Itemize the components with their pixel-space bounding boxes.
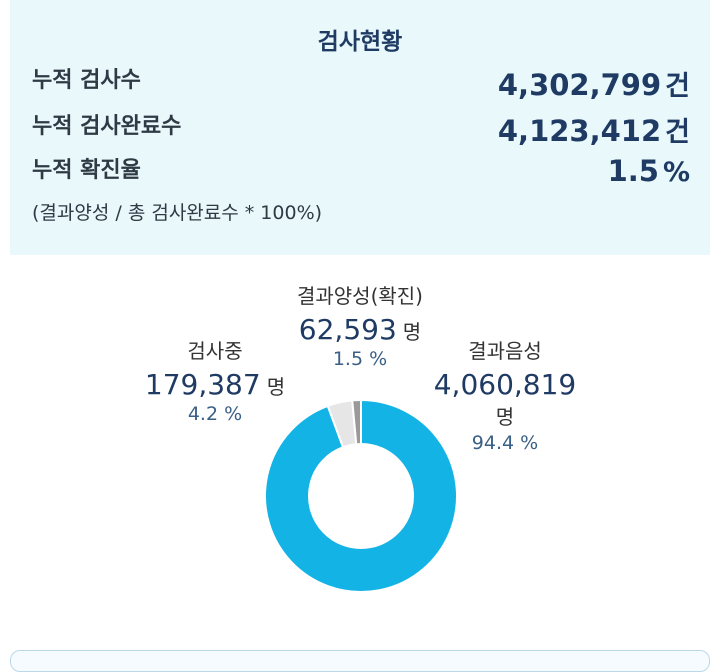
positive-rate-value: 1.5% <box>608 154 690 188</box>
donut-chart <box>264 398 458 593</box>
positive-rate-unit: % <box>662 157 690 188</box>
testing-label-group: 검사중 179,387 명 4.2 % <box>120 335 310 425</box>
completed-tests-label: 누적 검사완료수 <box>32 114 182 139</box>
positive-unit: 명 <box>402 320 422 344</box>
summary-title: 검사현황 <box>317 29 403 55</box>
testing-name: 검사중 <box>187 339 243 363</box>
testing-count-line: 179,387 명 <box>120 368 310 401</box>
negative-label-group: 결과음성 4,060,819 명 94.4 % <box>420 335 590 454</box>
negative-unit: 명 <box>495 405 515 429</box>
positive-pct: 1.5 % <box>332 348 388 370</box>
total-tests-unit: 건 <box>665 71 690 102</box>
negative-name: 결과음성 <box>468 339 542 363</box>
chart-area: 결과양성(확진) 62,593 명 1.5 % 검사중 179,387 명 4.2 … <box>0 255 720 645</box>
summary-panel: 검사현황 누적 검사수 4,302,799 건 누적 검사완료수 4,123,41… <box>10 0 710 255</box>
completed-tests-unit: 건 <box>665 117 690 148</box>
completed-tests-number: 4,123,412 <box>497 114 662 148</box>
slice-positive <box>351 398 362 446</box>
completed-tests-value: 4,123,412 건 <box>498 110 690 149</box>
positive-rate-formula: (결과양성 / 총 검사완료수 * 100%) <box>32 202 323 224</box>
negative-pct: 94.4 % <box>471 432 539 454</box>
testing-unit: 명 <box>266 375 286 399</box>
slice-negative <box>264 398 458 593</box>
positive-label-group: 결과양성(확진) 62,593 명 1.5 % <box>260 280 460 370</box>
positive-count: 62,593 <box>298 313 397 346</box>
testing-count: 179,387 <box>144 368 261 401</box>
negative-count: 4,060,819 <box>433 368 577 401</box>
positive-rate-label: 누적 확진율 <box>32 158 141 183</box>
testing-pct: 4.2 % <box>187 403 243 425</box>
positive-count-line: 62,593 명 <box>260 313 460 346</box>
positive-rate-number: 1.5 <box>607 154 659 188</box>
total-tests-label: 누적 검사수 <box>32 68 141 93</box>
total-tests-number: 4,302,799 <box>497 68 662 102</box>
positive-name: 결과양성(확진) <box>296 284 423 308</box>
next-card-edge <box>10 650 710 672</box>
total-tests-value: 4,302,799 건 <box>498 64 690 103</box>
